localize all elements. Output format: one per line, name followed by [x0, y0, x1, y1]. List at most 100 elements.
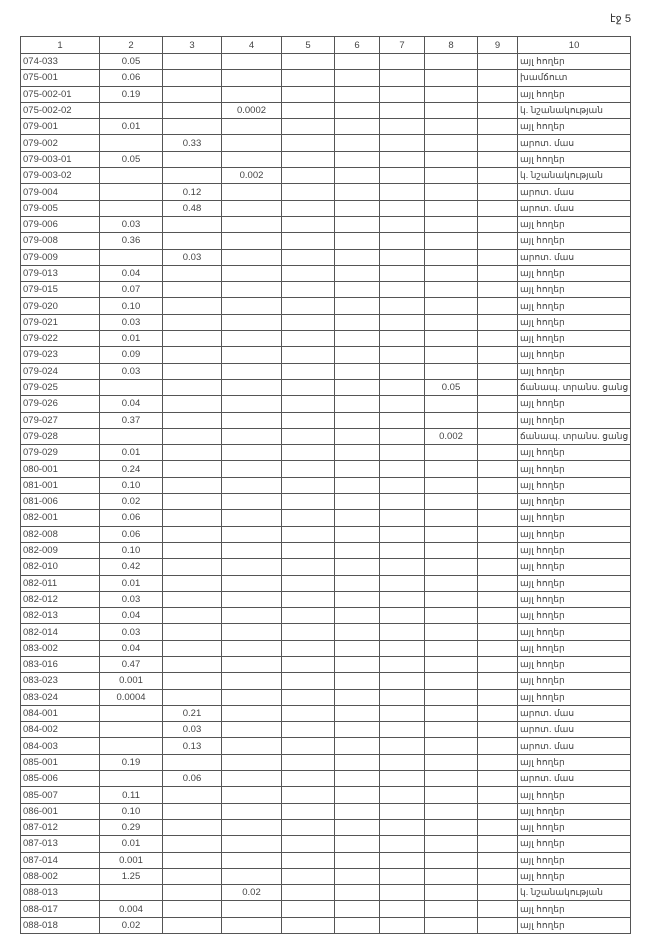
land-type-cell: կ. նշանակության	[516, 167, 632, 185]
value-cell: 0.06	[162, 770, 222, 788]
value-cell	[162, 835, 222, 853]
value-cell: 0.03	[99, 362, 163, 380]
table-row: 082-013 0.04 այլ հողեր	[20, 607, 632, 625]
value-cell	[424, 199, 478, 217]
value-cell	[379, 672, 425, 690]
value-cell	[424, 248, 478, 266]
value-cell	[379, 558, 425, 576]
value-cell	[424, 297, 478, 315]
value-cell	[334, 215, 380, 234]
value-cell: 0.01	[99, 330, 163, 348]
land-type-cell: այլ հողեր	[516, 150, 632, 169]
value-cell	[334, 150, 380, 169]
value-cell	[424, 916, 478, 935]
value-cell	[477, 884, 518, 902]
table-row: 080-001 0.24 այլ հողեր	[20, 460, 632, 478]
parcel-id-cell: 079-003-01	[20, 150, 100, 169]
value-cell	[162, 313, 222, 332]
value-cell	[221, 900, 282, 918]
value-cell	[162, 69, 222, 87]
value-cell	[221, 558, 282, 576]
land-type-cell: արոտ. մաս	[516, 737, 632, 755]
parcel-id-cell: 082-001	[20, 509, 100, 527]
value-cell	[221, 493, 282, 511]
value-cell	[424, 704, 478, 723]
land-type-cell: այլ հողեր	[516, 916, 632, 935]
value-cell	[477, 623, 518, 641]
value-cell	[424, 150, 478, 169]
land-type-cell: այլ հողեր	[516, 525, 632, 543]
land-table: 1 2 3 4 5 6 7 8 9 10 074-033 0.05 այլ հողեր 075-001 0…	[20, 36, 632, 935]
parcel-id-cell: 085-001	[20, 753, 100, 772]
value-cell	[334, 574, 380, 592]
table-row: 082-001 0.06 այլ հողեր	[20, 509, 632, 527]
value-cell	[281, 248, 335, 266]
value-cell	[99, 199, 163, 217]
value-cell	[334, 737, 380, 755]
value-cell	[221, 264, 282, 283]
value-cell	[477, 264, 518, 283]
value-cell	[477, 297, 518, 315]
value-cell	[379, 167, 425, 185]
value-cell	[477, 835, 518, 853]
value-cell	[221, 851, 282, 869]
value-cell	[477, 232, 518, 250]
value-cell	[162, 541, 222, 560]
value-cell	[221, 753, 282, 772]
value-cell	[99, 248, 163, 266]
value-cell: 0.001	[99, 672, 163, 690]
value-cell	[334, 835, 380, 853]
table-row: 085-001 0.19 այլ հողեր	[20, 753, 632, 772]
land-type-cell: այլ հողեր	[516, 867, 632, 886]
value-cell	[379, 411, 425, 429]
table-row: 087-012 0.29 այլ հողեր	[20, 818, 632, 837]
value-cell	[379, 639, 425, 657]
parcel-id-cell: 079-024	[20, 362, 100, 380]
value-cell	[221, 118, 282, 136]
value-cell	[477, 753, 518, 772]
table-row: 079-027 0.37 այլ հողեր	[20, 411, 632, 429]
value-cell	[334, 916, 380, 935]
table-row: 083-023 0.001 այլ հողեր	[20, 672, 632, 690]
land-type-cell: այլ հողեր	[516, 281, 632, 299]
value-cell	[162, 818, 222, 837]
land-type-cell: այլ հողեր	[516, 346, 632, 364]
value-cell: 0.03	[99, 215, 163, 234]
value-cell	[162, 362, 222, 380]
value-cell	[281, 672, 335, 690]
value-cell	[221, 362, 282, 380]
value-cell: 0.04	[99, 607, 163, 625]
table-row: 075-001 0.06 խամճուտ	[20, 69, 632, 87]
value-cell	[379, 786, 425, 804]
value-cell	[424, 851, 478, 869]
parcel-id-cell: 088-017	[20, 900, 100, 918]
value-cell	[281, 541, 335, 560]
value-cell	[334, 607, 380, 625]
value-cell	[99, 704, 163, 723]
parcel-id-cell: 082-013	[20, 607, 100, 625]
value-cell	[424, 753, 478, 772]
parcel-id-cell: 082-011	[20, 574, 100, 592]
value-cell	[477, 721, 518, 739]
value-cell	[477, 183, 518, 201]
value-cell	[379, 818, 425, 837]
value-cell	[221, 85, 282, 103]
value-cell	[221, 297, 282, 315]
table-row: 081-006 0.02 այլ հողեր	[20, 493, 632, 511]
value-cell: 0.002	[424, 427, 478, 446]
value-cell	[221, 786, 282, 804]
parcel-id-cell: 088-018	[20, 916, 100, 935]
parcel-id-cell: 083-023	[20, 672, 100, 690]
land-type-cell: կ. նշանակության	[516, 101, 632, 120]
value-cell: 1.25	[99, 867, 163, 886]
value-cell	[281, 704, 335, 723]
value-cell	[477, 427, 518, 446]
value-cell: 0.01	[99, 574, 163, 592]
value-cell	[424, 85, 478, 103]
value-cell: 0.47	[99, 655, 163, 674]
value-cell	[281, 558, 335, 576]
value-cell	[221, 704, 282, 723]
value-cell: 0.07	[99, 281, 163, 299]
value-cell	[334, 362, 380, 380]
value-cell	[334, 493, 380, 511]
